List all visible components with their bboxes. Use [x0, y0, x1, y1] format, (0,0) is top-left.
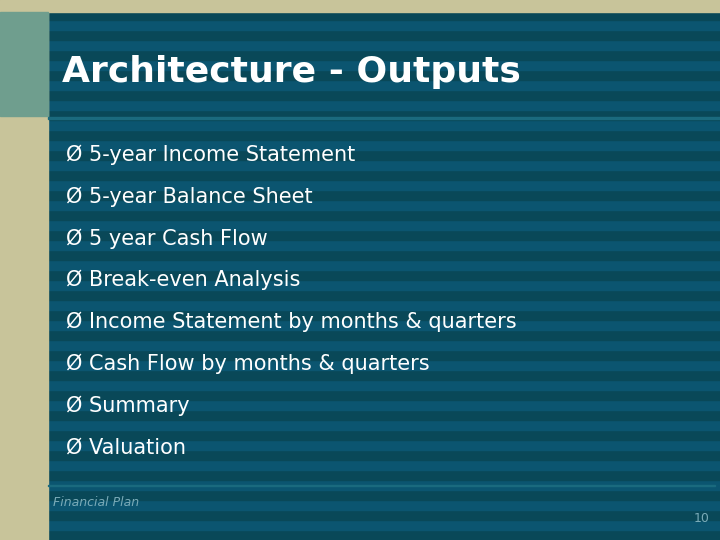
Bar — [0, 330, 720, 340]
Bar — [0, 460, 720, 470]
Bar — [0, 170, 720, 180]
Text: Ø Income Statement by months & quarters: Ø Income Statement by months & quarters — [66, 312, 517, 332]
Bar — [0, 400, 720, 410]
Bar — [0, 390, 720, 400]
Bar — [48, 484, 715, 486]
Bar — [0, 500, 720, 510]
Bar — [0, 210, 720, 220]
Bar — [0, 350, 720, 360]
Bar — [0, 250, 720, 260]
Bar — [0, 200, 720, 210]
Bar — [0, 490, 720, 500]
Bar — [0, 150, 720, 160]
Bar — [48, 117, 720, 119]
Bar — [0, 50, 720, 60]
Bar — [0, 480, 720, 490]
Bar — [0, 260, 720, 270]
Bar — [0, 380, 720, 390]
Bar — [0, 80, 720, 90]
Bar — [0, 430, 720, 440]
Bar — [0, 130, 720, 140]
Bar — [0, 110, 720, 120]
Bar — [0, 410, 720, 420]
Bar — [0, 12, 48, 116]
Bar — [0, 0, 720, 10]
Bar — [0, 40, 720, 50]
Bar — [0, 440, 720, 450]
Bar — [0, 290, 720, 300]
Bar — [0, 450, 720, 460]
Bar — [0, 240, 720, 250]
Bar — [0, 60, 720, 70]
Bar — [0, 310, 720, 320]
Bar — [0, 510, 720, 520]
Bar — [0, 140, 720, 150]
Bar — [0, 10, 720, 20]
Bar — [0, 420, 720, 430]
Text: Ø 5-year Income Statement: Ø 5-year Income Statement — [66, 145, 355, 165]
Bar — [0, 230, 720, 240]
Text: Financial Plan: Financial Plan — [53, 496, 139, 509]
Text: Ø Cash Flow by months & quarters: Ø Cash Flow by months & quarters — [66, 353, 430, 374]
Text: Ø Break-even Analysis: Ø Break-even Analysis — [66, 270, 300, 291]
Text: Architecture - Outputs: Architecture - Outputs — [62, 55, 521, 89]
Bar — [0, 340, 720, 350]
Bar — [0, 190, 720, 200]
Text: Ø Summary: Ø Summary — [66, 395, 189, 416]
Bar — [0, 120, 720, 130]
Text: Ø 5-year Balance Sheet: Ø 5-year Balance Sheet — [66, 186, 312, 207]
Bar — [0, 300, 720, 310]
Bar — [0, 20, 720, 30]
Bar — [0, 370, 720, 380]
Bar — [0, 270, 720, 280]
Bar — [0, 100, 720, 110]
Text: Ø Valuation: Ø Valuation — [66, 437, 186, 457]
Bar — [0, 70, 720, 80]
Bar — [0, 530, 720, 540]
Bar — [0, 520, 720, 530]
Bar — [0, 220, 720, 230]
Bar — [0, 160, 720, 170]
Bar — [0, 360, 720, 370]
Bar — [0, 180, 720, 190]
Text: 10: 10 — [694, 511, 710, 524]
Bar — [0, 0, 48, 540]
Bar — [0, 30, 720, 40]
Bar — [0, 90, 720, 100]
Bar — [0, 320, 720, 330]
Bar — [0, 0, 720, 12]
Text: Ø 5 year Cash Flow: Ø 5 year Cash Flow — [66, 228, 268, 248]
Bar — [0, 280, 720, 290]
Bar — [0, 470, 720, 480]
